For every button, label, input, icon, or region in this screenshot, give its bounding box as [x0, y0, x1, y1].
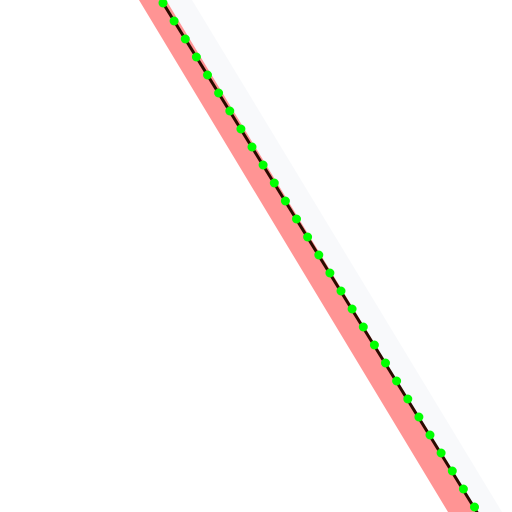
- faint-band: [165, 0, 502, 512]
- dot: [169, 16, 179, 26]
- dot: [369, 340, 379, 350]
- dot: [269, 178, 279, 188]
- dot: [247, 142, 257, 152]
- dot: [292, 214, 301, 224]
- dot: [258, 160, 268, 170]
- dot: [392, 376, 402, 386]
- dot: [347, 304, 357, 314]
- dot: [303, 232, 313, 242]
- dot: [436, 448, 446, 458]
- dot: [458, 484, 468, 494]
- dot: [280, 196, 290, 206]
- dot-group: [158, 0, 479, 512]
- dot: [358, 322, 368, 332]
- dot: [214, 88, 224, 98]
- dot: [158, 0, 168, 8]
- dot: [470, 502, 479, 512]
- dot: [236, 124, 246, 134]
- dot: [180, 34, 190, 44]
- dot: [447, 466, 457, 476]
- dot: [414, 412, 424, 422]
- dot: [381, 358, 390, 368]
- dot: [403, 394, 413, 404]
- dot: [225, 106, 235, 116]
- dot: [203, 70, 212, 80]
- dot: [425, 430, 435, 440]
- pink-band: [139, 0, 477, 512]
- dot: [191, 52, 201, 62]
- dot: [314, 250, 324, 260]
- dot: [325, 268, 335, 278]
- dot: [336, 286, 346, 296]
